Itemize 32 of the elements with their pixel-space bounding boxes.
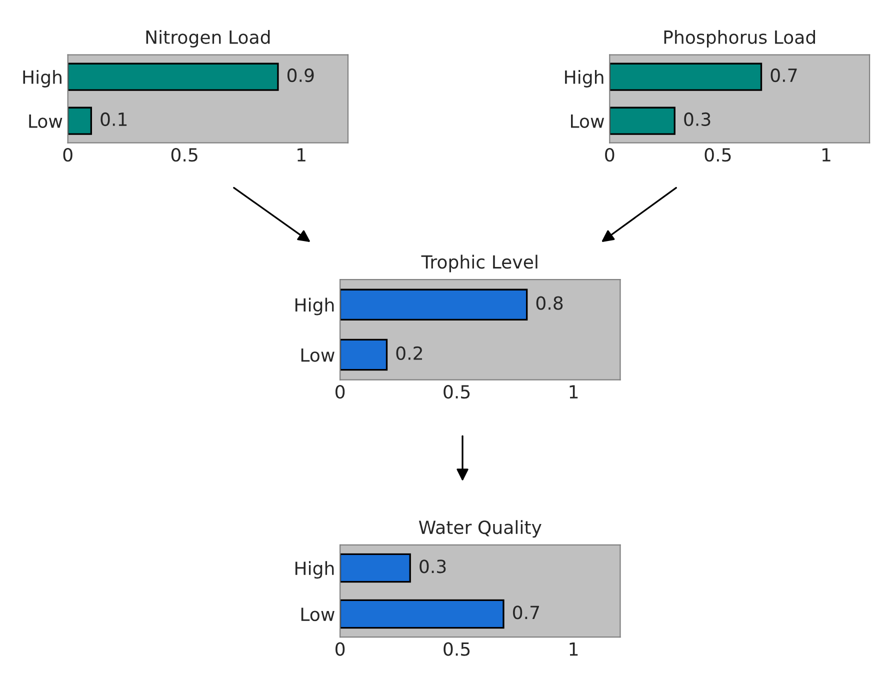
x-tick-label: 1 <box>298 148 306 162</box>
y-tick-label: High <box>295 561 334 579</box>
x-tick-label: 0 <box>63 148 72 162</box>
chart-title: Nitrogen Load <box>146 30 270 48</box>
y-tick-label: Low <box>571 114 604 128</box>
data-label: 0.8 <box>536 296 563 310</box>
x-tick-label: 1 <box>570 385 578 398</box>
data-label: 0.9 <box>287 68 314 82</box>
data-label: 0.3 <box>420 560 446 574</box>
y-tick-label: Low <box>301 348 334 362</box>
y-tick-label: High <box>23 70 62 88</box>
x-tick-label: 1 <box>570 642 578 656</box>
data-label: 0.3 <box>684 112 710 126</box>
x-tick-label: 0.5 <box>444 384 470 399</box>
x-tick-label: 0.5 <box>171 148 198 162</box>
x-tick-label: 0.5 <box>444 642 470 656</box>
y-tick-label: Low <box>29 114 62 128</box>
x-tick-label: 1 <box>822 148 830 162</box>
y-tick-label: High <box>295 298 334 316</box>
chart-title: Water Quality <box>418 520 542 538</box>
data-label: 0.7 <box>513 606 539 620</box>
data-label: 0.1 <box>100 112 127 126</box>
data-label: 0.7 <box>770 68 797 82</box>
x-tick-label: 0 <box>605 148 614 162</box>
x-tick-label: 0 <box>336 642 345 656</box>
chart-title: Phosphorus Load <box>664 30 815 48</box>
x-tick-label: 0.5 <box>704 148 731 162</box>
data-label: 0.2 <box>396 346 422 360</box>
chart-title: Trophic Level <box>421 254 538 272</box>
y-tick-label: High <box>565 70 604 88</box>
y-tick-label: Low <box>301 608 334 622</box>
x-tick-label: 0 <box>336 384 345 399</box>
